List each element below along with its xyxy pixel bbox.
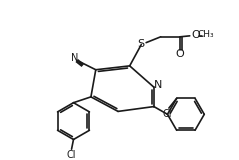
Text: N: N [154,80,162,90]
Text: O: O [191,30,200,40]
Text: S: S [138,39,145,49]
Text: N: N [71,53,78,63]
Text: Cl: Cl [162,109,172,119]
Text: Cl: Cl [67,150,76,160]
Text: CH₃: CH₃ [198,30,215,39]
Text: O: O [176,49,185,59]
